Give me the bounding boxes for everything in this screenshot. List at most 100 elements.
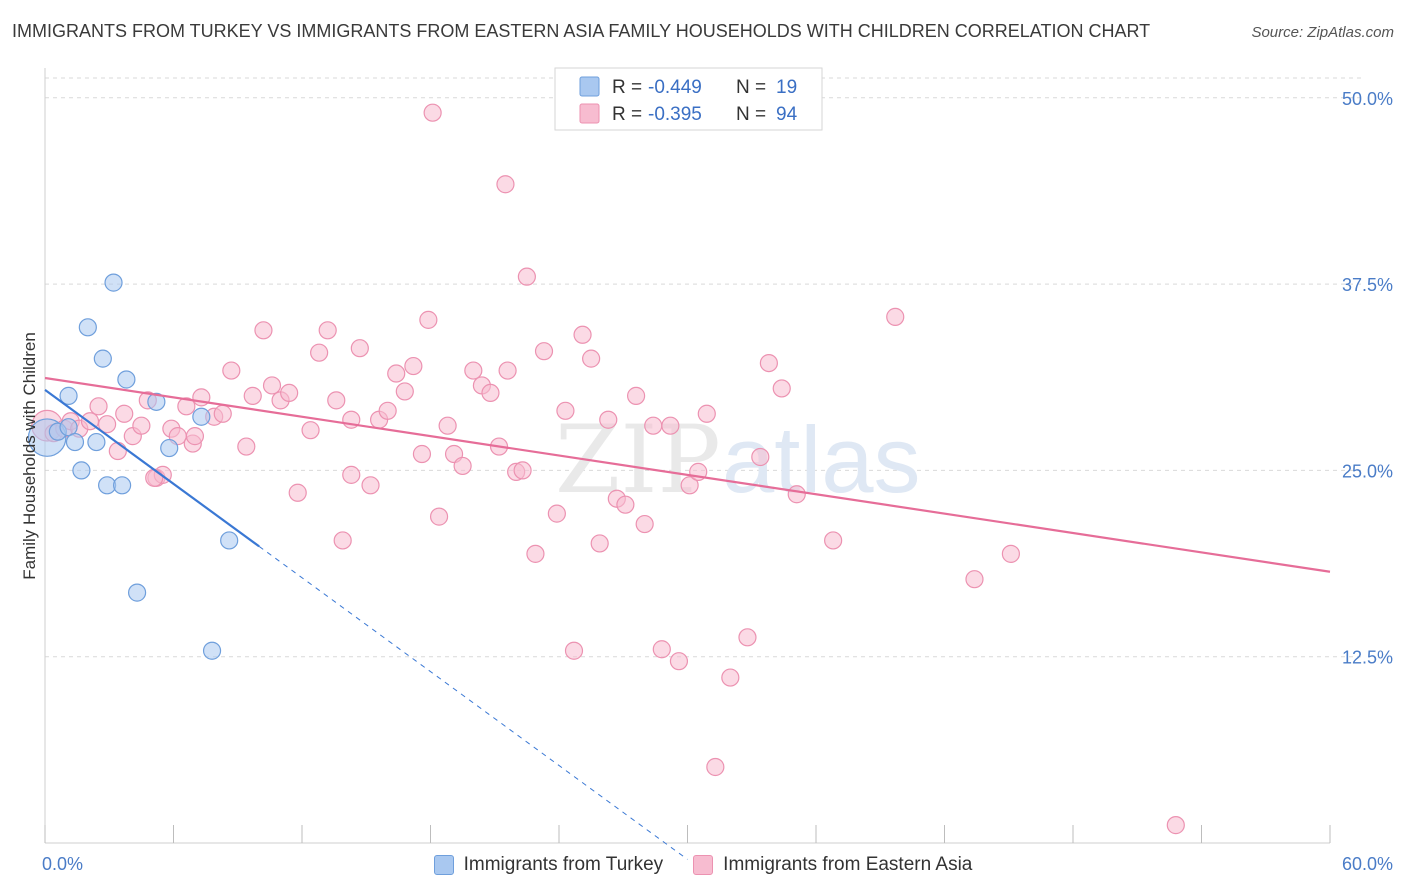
- trend-line-eastern-asia: [44, 376, 1331, 573]
- point-eastern-asia-80: [759, 353, 778, 373]
- legend-item-eastern-asia: Immigrants from Eastern Asia: [693, 854, 972, 876]
- series-legend: Immigrants from Turkey Immigrants from E…: [0, 851, 1406, 879]
- point-eastern-asia-36: [350, 339, 369, 358]
- point-eastern-asia-88: [423, 103, 442, 122]
- trend-line-turkey: [44, 389, 260, 548]
- point-eastern-asia-42: [404, 356, 423, 376]
- point-eastern-asia-33: [327, 391, 346, 410]
- point-eastern-asia-39: [378, 401, 397, 420]
- point-eastern-asia-71: [661, 416, 680, 435]
- point-eastern-asia-48: [453, 456, 472, 476]
- point-eastern-asia-31: [310, 343, 329, 362]
- point-eastern-asia-76: [706, 757, 725, 777]
- point-eastern-asia-59: [556, 401, 575, 420]
- legend-r-value-eastern-asia: -0.395: [648, 104, 702, 125]
- watermark-zip: ZIP: [555, 406, 721, 515]
- point-eastern-asia-56: [526, 544, 545, 563]
- y-tick-labels: 12.5% 25.0% 37.5% 50.0%: [1342, 89, 1393, 668]
- y-tick-label-1: 25.0%: [1342, 461, 1393, 481]
- correlation-legend: R = -0.449 N = 19 R = -0.395 N = 94: [554, 67, 823, 131]
- point-eastern-asia-91: [145, 468, 164, 487]
- y-tick-label-0: 12.5%: [1342, 648, 1393, 668]
- trend-lines: [44, 376, 1331, 860]
- legend-item-turkey: Immigrants from Turkey: [433, 854, 664, 876]
- point-eastern-asia-21: [213, 404, 232, 423]
- point-eastern-asia-72: [669, 652, 689, 671]
- point-eastern-asia-40: [387, 364, 406, 383]
- point-turkey-7: [87, 432, 106, 452]
- point-eastern-asia-29: [288, 483, 307, 502]
- legend-swatch-turkey: [579, 76, 600, 97]
- legend-r-label-turkey: R =: [612, 77, 642, 98]
- legend-n-value-turkey: 19: [776, 77, 797, 98]
- point-eastern-asia-30: [301, 421, 320, 440]
- legend-n-label-eastern-asia: N =: [736, 104, 766, 125]
- legend-label-turkey: Immigrants from Turkey: [463, 854, 664, 875]
- point-eastern-asia-86: [1001, 544, 1020, 563]
- grid-lines: [45, 77, 1365, 658]
- point-eastern-asia-41: [395, 382, 414, 401]
- point-eastern-asia-58: [547, 504, 566, 523]
- point-eastern-asia-22: [222, 361, 241, 380]
- point-eastern-asia-83: [824, 531, 843, 550]
- source-label: Source: ZipAtlas.com: [1251, 24, 1394, 41]
- point-eastern-asia-11: [132, 416, 151, 435]
- point-turkey-13: [147, 392, 166, 411]
- point-eastern-asia-32: [318, 321, 337, 340]
- point-eastern-asia-70: [652, 640, 671, 659]
- point-eastern-asia-23: [237, 437, 256, 456]
- point-eastern-asia-93: [185, 427, 205, 446]
- point-eastern-asia-61: [573, 325, 592, 344]
- point-turkey-3: [59, 386, 78, 405]
- point-turkey-11: [112, 476, 132, 495]
- point-eastern-asia-82: [787, 485, 806, 504]
- point-eastern-asia-25: [254, 321, 273, 340]
- point-eastern-asia-92: [342, 465, 361, 484]
- legend-r-label-eastern-asia: R =: [612, 104, 642, 125]
- point-eastern-asia-37: [361, 476, 380, 495]
- legend-swatch-eastern-asia: [579, 103, 600, 124]
- x-tick-labels: 0.0% 60.0%: [42, 854, 1393, 874]
- point-eastern-asia-75: [697, 404, 716, 423]
- point-turkey-10: [104, 273, 123, 292]
- x-tick-label-1: 60.0%: [1342, 854, 1393, 874]
- legend-marker-eastern-asia: [693, 855, 714, 875]
- chart-title: IMMIGRANTS FROM TURKEY VS IMMIGRANTS FRO…: [12, 21, 1151, 41]
- point-turkey-12: [117, 370, 136, 389]
- point-eastern-asia-6: [89, 397, 108, 416]
- point-eastern-asia-81: [772, 379, 791, 398]
- point-eastern-asia-57: [534, 342, 554, 361]
- point-eastern-asia-62: [582, 349, 601, 368]
- legend-r-value-turkey: -0.449: [648, 77, 702, 98]
- trend-extension-turkey: [258, 546, 688, 860]
- point-eastern-asia-28: [280, 383, 299, 403]
- point-turkey-14: [160, 438, 179, 458]
- x-tick-label-0: 0.0%: [42, 854, 83, 874]
- point-eastern-asia-77: [721, 668, 740, 687]
- legend-n-label-turkey: N =: [736, 77, 766, 98]
- point-eastern-asia-7: [98, 415, 117, 434]
- point-eastern-asia-73: [680, 476, 699, 495]
- series-eastern-asia-points: [31, 103, 1185, 835]
- point-eastern-asia-69: [644, 416, 663, 435]
- y-tick-label-3: 50.0%: [1342, 89, 1393, 109]
- legend-marker-turkey: [433, 855, 454, 875]
- point-eastern-asia-8: [108, 441, 127, 461]
- point-eastern-asia-34: [333, 531, 352, 550]
- point-eastern-asia-53: [498, 361, 517, 380]
- point-eastern-asia-68: [635, 514, 654, 534]
- point-eastern-asia-45: [429, 507, 449, 526]
- point-eastern-asia-63: [590, 534, 609, 553]
- point-eastern-asia-55: [517, 267, 536, 286]
- legend-label-eastern-asia: Immigrants from Eastern Asia: [723, 854, 973, 875]
- point-turkey-17: [220, 531, 239, 550]
- point-eastern-asia-9: [115, 404, 134, 423]
- point-eastern-asia-51: [481, 383, 500, 403]
- point-eastern-asia-90: [513, 461, 532, 480]
- point-eastern-asia-24: [243, 386, 262, 405]
- point-eastern-asia-46: [438, 416, 457, 435]
- point-eastern-asia-49: [464, 361, 483, 380]
- point-eastern-asia-44: [419, 310, 438, 329]
- point-eastern-asia-78: [738, 628, 757, 647]
- y-axis-label: Family Households with Children: [20, 332, 39, 580]
